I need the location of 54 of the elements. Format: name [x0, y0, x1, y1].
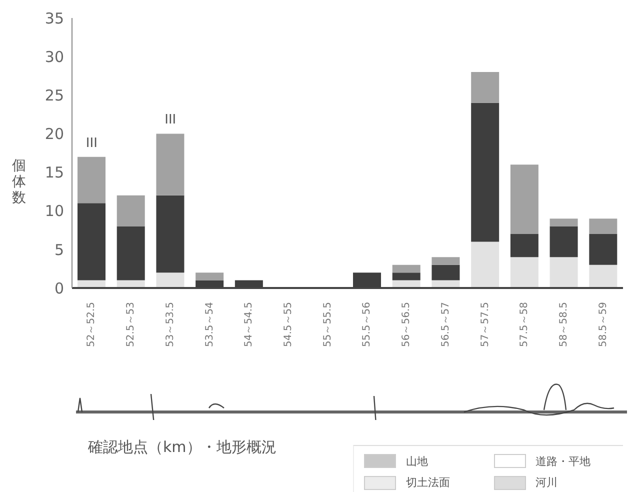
y-tick-label: 15: [44, 164, 64, 182]
annotation: III: [86, 136, 98, 151]
x-tick-label: 57.5～58: [519, 302, 530, 347]
text: 確認地点（km）・地形概況: [88, 438, 276, 457]
bar: [432, 257, 460, 265]
bar: [156, 134, 184, 196]
bar: [589, 234, 618, 265]
x-tick-label: 55～55.5: [322, 302, 334, 347]
bar: [116, 226, 145, 280]
bar: [550, 257, 578, 288]
bar: [471, 242, 500, 288]
bar: [471, 102, 500, 242]
bar: [510, 234, 538, 258]
y-tick-label: 5: [54, 240, 64, 259]
text: 河川: [536, 475, 558, 490]
bar: [392, 272, 420, 280]
bar: [550, 226, 578, 258]
x-tick-label: 53.5～54: [204, 302, 216, 347]
x-tick-label: 55.5～56: [362, 302, 373, 347]
bar: [156, 195, 184, 273]
bar: [196, 272, 224, 280]
x-tick-label: 54～54.5: [244, 302, 255, 347]
bar: [589, 218, 618, 234]
bar: [510, 257, 538, 288]
x-tick-label: 52～52.5: [86, 302, 98, 347]
bar: [78, 156, 106, 204]
x-tick-label: 53～53.5: [164, 302, 176, 347]
text: 道路・平地: [536, 454, 590, 468]
bar: [471, 72, 500, 103]
bar: [589, 264, 618, 288]
bar: [78, 203, 106, 280]
y-tick-label: 20: [44, 125, 64, 144]
bar: [432, 264, 460, 280]
y-tick-label: 25: [44, 86, 64, 104]
x-tick-label: 57～57.5: [480, 302, 491, 347]
y-tick-label: 35: [44, 9, 64, 28]
bar: [116, 195, 145, 226]
x-tick-label: 52.5～53: [126, 302, 137, 347]
x-tick-label: 58～58.5: [558, 302, 570, 347]
text: 切土法面: [406, 475, 450, 490]
bar: [392, 264, 420, 273]
x-tick-label: 56～56.5: [401, 302, 412, 347]
bar: [156, 272, 184, 288]
annotation: III: [164, 112, 176, 128]
y-tick-label: 30: [44, 48, 64, 66]
text: 山地: [406, 454, 428, 468]
y-axis-title: 個体数: [12, 158, 27, 206]
y-tick-label: 0: [54, 279, 64, 298]
x-tick-label: 54.5～55: [282, 302, 294, 347]
x-tick-label: 56.5～57: [440, 302, 452, 347]
bar: [550, 218, 578, 226]
bar: [510, 164, 538, 234]
y-tick-label: 10: [44, 202, 64, 220]
x-tick-label: 58.5～59: [598, 302, 609, 347]
